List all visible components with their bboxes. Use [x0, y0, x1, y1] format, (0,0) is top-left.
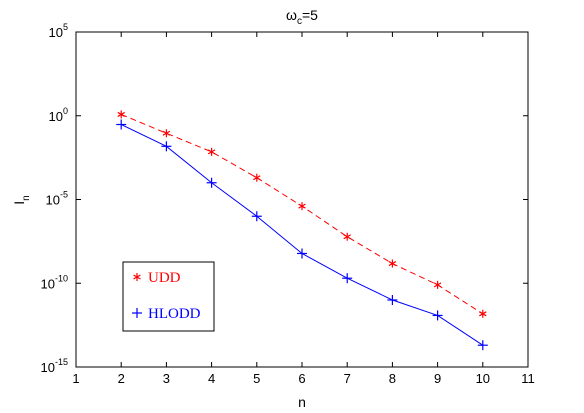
x-tick-label: 5	[253, 371, 260, 386]
y-axis-ticks: 105 100 10-5 10-10 10-15	[41, 22, 528, 375]
y-tick-label: 10-5	[46, 190, 68, 208]
legend-label-hlodd: HLODD	[148, 306, 201, 322]
y-axis-label: In	[11, 195, 32, 204]
data-point-hlodd	[297, 248, 307, 259]
y-tick-label: 10-10	[41, 273, 68, 291]
chart-title-main: ω	[286, 7, 297, 23]
legend-box	[122, 261, 215, 332]
data-point-udd	[253, 173, 261, 182]
data-point-udd	[343, 232, 351, 241]
data-point-udd	[298, 202, 306, 211]
series-layer	[116, 110, 488, 351]
x-axis-ticks: 1 2 3 4 5 6 7 8 9 10 11	[72, 32, 535, 386]
data-point-udd	[433, 280, 442, 289]
data-point-udd	[207, 147, 216, 156]
y-axis-label-main: I	[11, 201, 27, 205]
legend: UDD HLODD	[122, 261, 215, 332]
legend-marker-udd	[133, 273, 141, 281]
x-axis-label: n	[298, 394, 306, 410]
y-tick-label: 105	[49, 22, 68, 40]
legend-marker-hlodd	[132, 308, 142, 318]
data-point-udd	[162, 129, 171, 138]
data-point-hlodd	[116, 119, 127, 130]
data-point-hlodd	[432, 310, 443, 321]
x-tick-label: 3	[163, 371, 170, 386]
data-point-udd	[117, 110, 125, 119]
data-point-udd	[388, 259, 397, 268]
data-point-hlodd	[206, 177, 217, 188]
x-tick-label: 9	[434, 371, 441, 386]
x-tick-label: 2	[118, 371, 125, 386]
y-axis-label-sub: n	[21, 195, 32, 201]
x-tick-label: 6	[298, 371, 305, 386]
svg-text:In: In	[11, 195, 32, 204]
x-tick-label: 4	[208, 371, 215, 386]
x-tick-label: 1	[72, 371, 79, 386]
data-point-hlodd	[251, 211, 262, 222]
x-tick-label: 7	[344, 371, 351, 386]
x-tick-label: 10	[476, 371, 490, 386]
legend-label-udd: UDD	[148, 270, 181, 286]
data-point-udd	[479, 309, 487, 318]
chart-title-sub: c	[297, 16, 302, 27]
data-point-hlodd	[161, 141, 172, 152]
data-point-hlodd	[342, 273, 353, 284]
x-tick-label: 8	[389, 371, 396, 386]
y-tick-label: 100	[49, 106, 68, 124]
data-point-hlodd	[387, 295, 398, 305]
chart-title-suffix: =5	[302, 7, 318, 23]
data-point-hlodd	[477, 340, 488, 351]
x-tick-label: 11	[521, 371, 535, 386]
chart-title: ωc=5	[286, 7, 318, 27]
y-tick-label: 10-15	[41, 357, 68, 375]
